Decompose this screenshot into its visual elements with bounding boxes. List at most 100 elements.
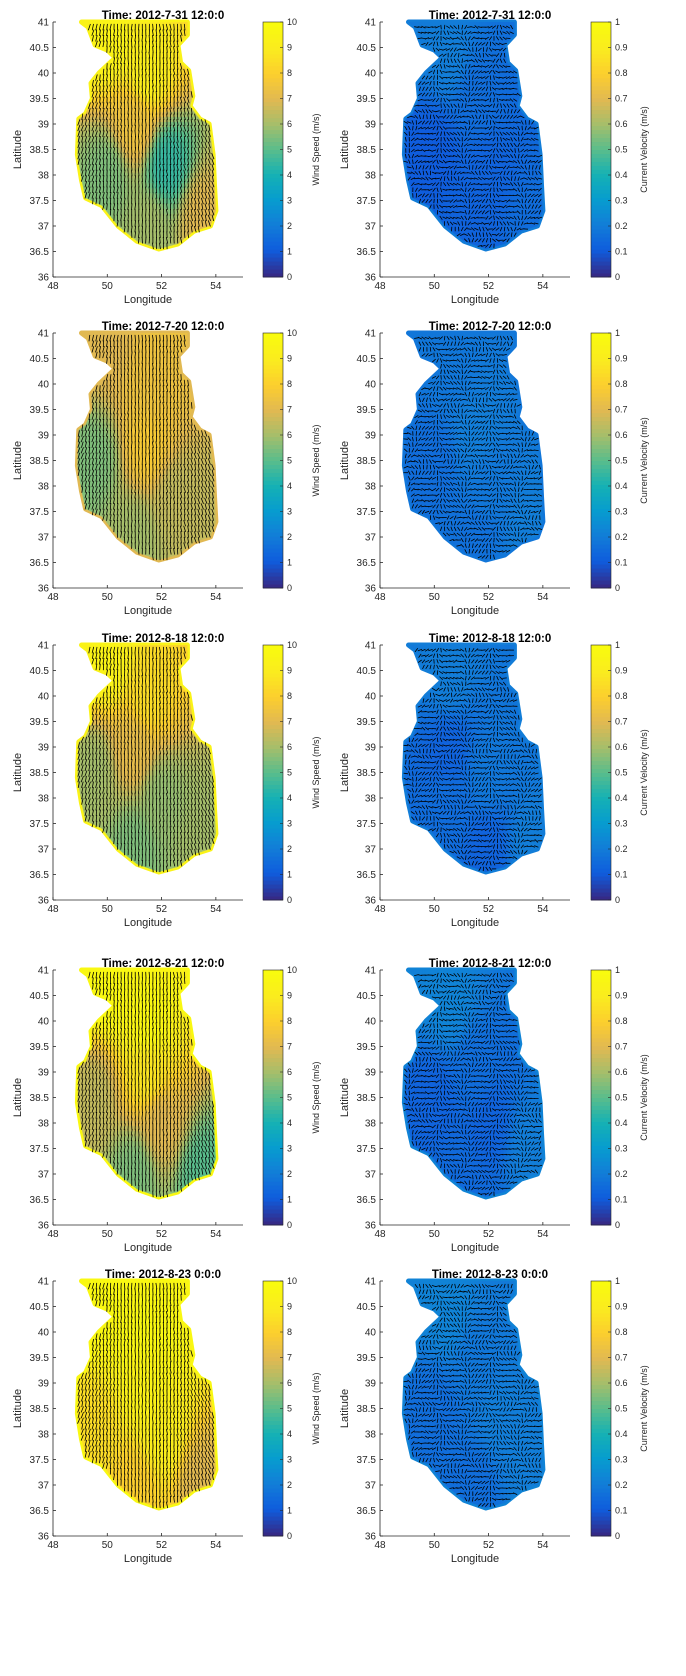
panel-1-field-cell [114,75,118,82]
panel-1-field-cell [111,22,115,26]
panel-1-field-cell [100,162,104,168]
panel-1-vector-arrow [180,91,182,98]
panel-1-field-cell [116,218,121,224]
panel-1-colorbar-segment [263,261,283,266]
panel-1-field-cell [100,106,104,112]
panel-1-field-cell [86,24,91,31]
panel-1-field-cell [124,29,129,36]
panel-1-field-cell [103,136,107,143]
panel-1-field-cell [100,39,104,46]
panel-1-field-cell [92,152,96,158]
panel-1-field-cell [133,197,137,204]
panel-1-field-cell [111,167,115,173]
panel-1-field-cell [108,213,112,219]
panel-1-field-cell [89,111,93,117]
panel-1-field-cell [103,34,107,41]
panel-1-field-cell [111,44,115,51]
panel-1-field-cell [86,162,91,168]
panel-1-field-cell [100,187,104,194]
panel-1-field-cell [116,187,121,194]
panel-1-field-cell [133,55,137,61]
panel-1-field-cell [114,146,118,153]
panel-1-field-cell [114,65,118,71]
panel-1-field-cell [89,152,93,158]
panel-1-field-cell [103,203,107,209]
panel-1-field-cell [111,157,115,163]
panel-1-field-cell [135,141,140,148]
panel-1-field-cell [138,75,142,82]
panel-1-field-cell [97,101,102,107]
panel-1-field-cell [92,101,96,107]
panel-1-field-cell [92,121,96,128]
panel-1-colorbar-segment [263,257,283,262]
panel-1-field-cell [89,29,93,36]
panel-1-colorbar-tick-label: 5 [287,145,292,155]
panel-1-field-cell [100,197,104,204]
panel-1-field-cell [124,70,129,77]
panel-1-field-cell [114,121,118,128]
panel-1-field-cell [138,70,142,77]
panel-1-field-cell [124,197,129,204]
panel-1-colorbar-segment [263,241,283,246]
panel-1-field-cell [133,208,137,214]
panel-1-field-cell [114,111,118,117]
panel-1-colorbar-segment [263,153,283,158]
panel-1-field-cell [116,90,121,97]
panel-1-field-cell [97,75,102,82]
panel-1-field-cell [100,70,104,77]
panel-1-field-cell [133,34,137,41]
panel-1-field-cell [84,22,88,26]
panel-1-field-cell [122,192,126,199]
panel-1-field-cell [111,197,115,204]
panel-1-field-cell [111,182,115,189]
panel-1-field-cell [78,116,83,122]
panel-1-field-cell [105,131,110,138]
panel-1-field-cell [89,121,93,128]
panel-1-field-cell [95,116,99,122]
panel-1-colorbar-segment [263,209,283,214]
panel-1-field-cell [114,141,118,148]
panel-1-field-cell [124,60,129,66]
panel-1-field-cell [111,177,115,184]
panel-1-vector-arrow [95,180,98,188]
panel-1-y-tick-label: 36 [38,273,50,284]
panel-1-field-cell [141,157,145,163]
panel-1-field-cell [97,152,102,158]
panel-1-field-cell [103,167,107,173]
panel-1-field-cell [108,162,112,168]
panel-1-field-cell [81,131,85,138]
panel-1-field-cell [103,192,107,199]
panel-1-field-cell [111,65,115,71]
panel-1-field-cell [77,152,80,158]
panel-1-field-cell [116,126,121,133]
panel-1-field-cell [89,80,93,87]
panel-1-field-cell [97,70,102,77]
panel-1-field-cell [133,101,137,107]
panel-1-vector-arrow [162,91,165,98]
panel-1-colorbar-segment [263,157,283,162]
panel-1-field-cell [111,106,115,112]
panel-1-colorbar-segment [263,221,283,226]
panel-1-field-cell [89,22,93,26]
panel-1-field-cell [135,65,140,71]
panel-1-field-cell [78,152,83,158]
panel-1-vector-arrow [180,23,182,31]
panel-1-field-cell [135,106,140,112]
panel-1-field-cell [92,34,96,41]
panel-1-vector-arrow [173,225,175,233]
panel-1-field-cell [127,192,131,199]
panel-1-field-cell [138,218,142,224]
panel-1-field-cell [124,223,129,230]
panel-1-field-cell [116,85,121,92]
panel-1-field-cell [127,22,131,26]
panel-1-field-cell [81,141,85,148]
panel-1-field-cell [105,65,110,71]
panel-1-field-cell [138,146,142,153]
panel-1-field-cell [130,65,134,71]
panel-1-field-cell [78,141,83,148]
panel-1-field-cell [127,187,131,194]
panel-1-vector-arrow [145,180,147,188]
panel-1-field-cell [138,223,142,230]
panel-1-field-cell [141,208,145,214]
panel-1-field-cell [138,192,142,199]
